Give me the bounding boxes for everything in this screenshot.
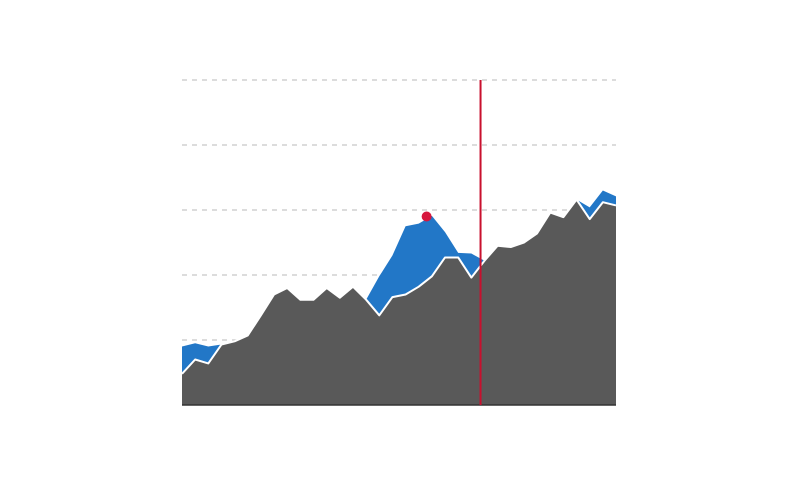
series-separator-line (181, 198, 617, 375)
series-area-base (182, 199, 616, 405)
area-layer (181, 190, 617, 405)
overlay-layer (182, 80, 616, 406)
highlight-point (421, 211, 432, 222)
